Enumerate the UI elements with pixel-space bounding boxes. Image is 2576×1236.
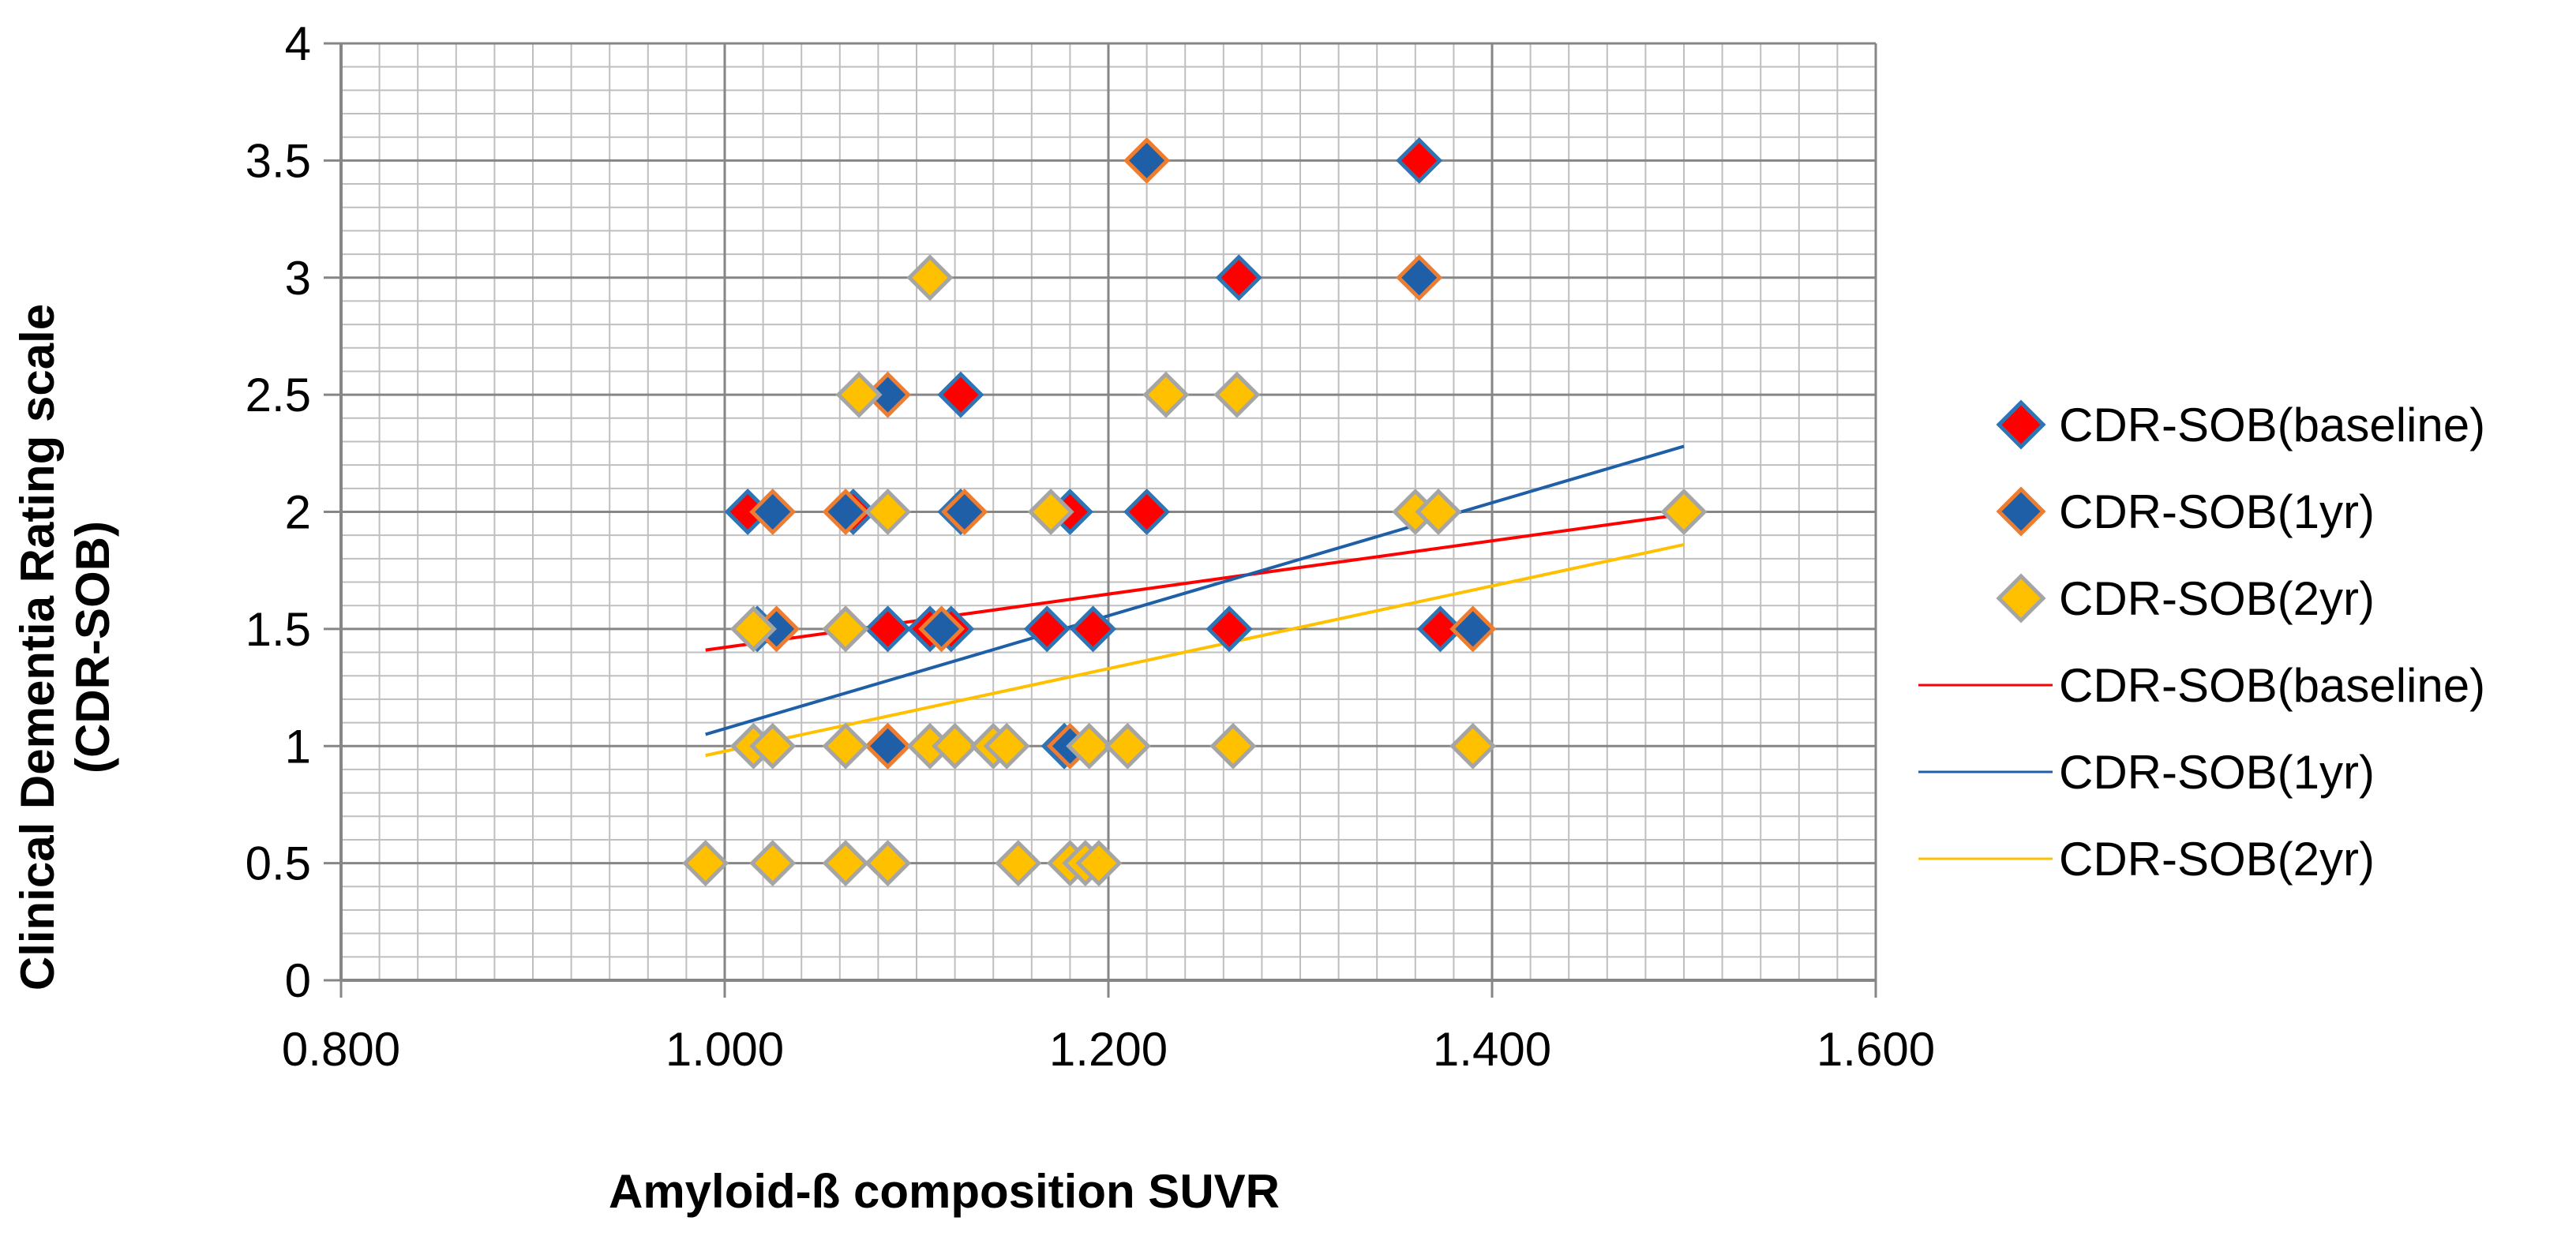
legend-item-2yr-line: CDR-SOB(2yr) (1918, 833, 2375, 886)
point-cdr-sob-baseline (1023, 605, 1071, 653)
point-cdr-sob-2yr (995, 840, 1042, 887)
x-tick-label: 1.000 (666, 1023, 784, 1076)
x-tick-labels: 0.800 1.000 1.200 1.400 1.600 (282, 1023, 1935, 1076)
point-cdr-sob-1yr (941, 488, 988, 536)
point-cdr-sob-2yr (749, 722, 797, 770)
y-tick-label: 2.5 (246, 369, 311, 421)
y-tick-label: 0.5 (246, 837, 311, 890)
legend-item-baseline-marker: CDR-SOB(baseline) (1996, 399, 2485, 451)
point-cdr-sob-2yr (906, 254, 954, 302)
point-cdr-sob-2yr (864, 488, 912, 536)
point-cdr-sob-2yr (822, 840, 869, 887)
x-tick-label: 0.800 (282, 1023, 400, 1076)
point-cdr-sob-baseline (1123, 488, 1171, 536)
point-cdr-sob-2yr (1104, 722, 1151, 770)
legend-label-2yr-line: CDR-SOB(2yr) (2059, 833, 2375, 886)
point-cdr-sob-1yr (1123, 137, 1171, 184)
point-cdr-sob-1yr (749, 488, 797, 536)
y-axis-title-line-1: Clinical Dementia Rating scale (11, 304, 64, 991)
point-cdr-sob-2yr (1449, 722, 1497, 770)
y-axis-title-line-2: (CDR-SOB) (66, 521, 119, 773)
y-tick-label: 3 (285, 252, 311, 305)
point-cdr-sob-2yr (932, 722, 979, 770)
point-cdr-sob-2yr (1066, 722, 1113, 770)
legend-label-1yr-line: CDR-SOB(1yr) (2059, 746, 2375, 799)
legend-diamond-2yr (1996, 573, 2046, 624)
point-cdr-sob-baseline (1070, 605, 1117, 653)
trendline-cdr-sob-1yr (705, 444, 1685, 736)
point-cdr-sob-2yr (1075, 840, 1123, 887)
point-cdr-sob-1yr (918, 605, 966, 653)
legend-label-baseline-marker: CDR-SOB(baseline) (2059, 399, 2485, 451)
point-cdr-sob-baseline (1206, 605, 1253, 653)
point-cdr-sob-2yr (1209, 722, 1257, 770)
y-tick-label: 4 (285, 17, 311, 70)
legend-label-2yr-marker: CDR-SOB(2yr) (2059, 572, 2375, 625)
legend-item-1yr-marker: CDR-SOB(1yr) (1996, 485, 2375, 538)
point-cdr-sob-baseline (1416, 605, 1464, 653)
point-cdr-sob-baseline (864, 605, 912, 653)
y-tick-label: 2 (285, 486, 311, 539)
legend: CDR-SOB(baseline) CDR-SOB(1yr) CDR-SOB(2… (1918, 399, 2485, 886)
point-cdr-sob-2yr (1660, 488, 1708, 536)
y-tick-label: 1.5 (246, 603, 311, 656)
point-cdr-sob-2yr (729, 605, 777, 653)
x-tick-label: 1.200 (1049, 1023, 1168, 1076)
y-tick-label: 3.5 (246, 134, 311, 187)
point-cdr-sob-2yr (822, 605, 869, 653)
legend-item-baseline-line: CDR-SOB(baseline) (1918, 659, 2485, 712)
point-cdr-sob-baseline (1215, 254, 1262, 302)
y-tick-labels: 0 0.5 1 1.5 2 2.5 3 3.5 4 (246, 17, 311, 1007)
point-cdr-sob-2yr (1213, 371, 1261, 418)
data-points (682, 137, 1708, 887)
point-cdr-sob-2yr (682, 840, 729, 887)
point-cdr-sob-2yr (822, 722, 869, 770)
legend-diamond-baseline (1996, 399, 2046, 450)
point-cdr-sob-2yr (864, 840, 912, 887)
legend-diamond-1yr (1996, 486, 2046, 537)
point-cdr-sob-1yr (864, 722, 912, 770)
point-cdr-sob-2yr (1142, 371, 1190, 418)
legend-label-1yr-marker: CDR-SOB(1yr) (2059, 485, 2375, 538)
point-cdr-sob-2yr (983, 722, 1030, 770)
x-tick-label: 1.400 (1433, 1023, 1551, 1076)
point-cdr-sob-baseline (1396, 137, 1443, 184)
legend-item-1yr-line: CDR-SOB(1yr) (1918, 746, 2375, 799)
point-cdr-sob-baseline (937, 371, 984, 418)
x-axis-title: Amyloid-ß composition SUVR (609, 1165, 1280, 1218)
y-tick-label: 0 (285, 954, 311, 1007)
point-cdr-sob-1yr (1396, 254, 1443, 302)
legend-label-baseline-line: CDR-SOB(baseline) (2059, 659, 2485, 712)
point-cdr-sob-2yr (1027, 488, 1074, 536)
x-tick-label: 1.600 (1817, 1023, 1935, 1076)
point-cdr-sob-2yr (1415, 488, 1462, 536)
point-cdr-sob-1yr (1449, 605, 1497, 653)
point-cdr-sob-2yr (749, 840, 797, 887)
point-cdr-sob-2yr (835, 371, 883, 418)
trendline-cdr-sob-2yr (705, 543, 1685, 758)
point-cdr-sob-1yr (822, 488, 869, 536)
y-tick-label: 1 (285, 720, 311, 773)
legend-item-2yr-marker: CDR-SOB(2yr) (1996, 572, 2375, 625)
axes (339, 43, 1876, 982)
